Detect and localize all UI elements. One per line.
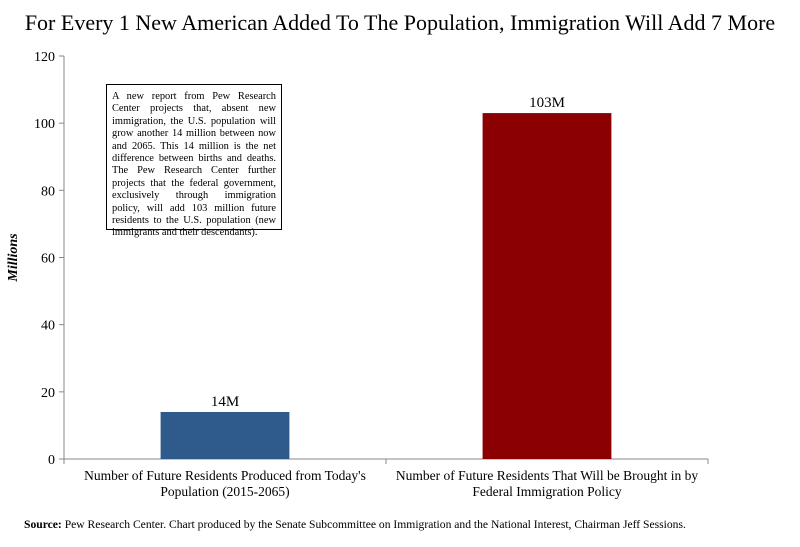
y-tick-label: 80: [41, 184, 55, 199]
category-label-1: Population (2015-2065): [160, 484, 289, 499]
y-tick-label: 120: [34, 50, 55, 65]
y-tick-label: 100: [34, 117, 55, 132]
y-tick-label: 20: [41, 386, 55, 401]
y-tick-label: 40: [41, 319, 55, 334]
y-tick-label: 60: [41, 252, 55, 267]
source-note: Source: Pew Research Center. Chart produ…: [24, 518, 744, 531]
source-label: Source:: [24, 518, 62, 531]
category-label-2: Federal Immigration Policy: [472, 484, 621, 499]
source-text: Pew Research Center. Chart produced by t…: [61, 518, 686, 531]
category-label-1: Number of Future Residents Produced from…: [84, 468, 366, 483]
category-label-2: Number of Future Residents That Will be …: [396, 468, 699, 483]
bar-1: [160, 411, 290, 459]
chart-title: For Every 1 New American Added To The Po…: [24, 10, 776, 35]
y-axis-label: Millions: [6, 233, 21, 283]
y-tick-label: 0: [48, 453, 55, 468]
data-label-1: 14M: [211, 394, 239, 410]
annotation-box: A new report from Pew Research Center pr…: [106, 84, 282, 238]
data-label-2: 103M: [529, 95, 565, 111]
bar-2: [482, 113, 612, 459]
